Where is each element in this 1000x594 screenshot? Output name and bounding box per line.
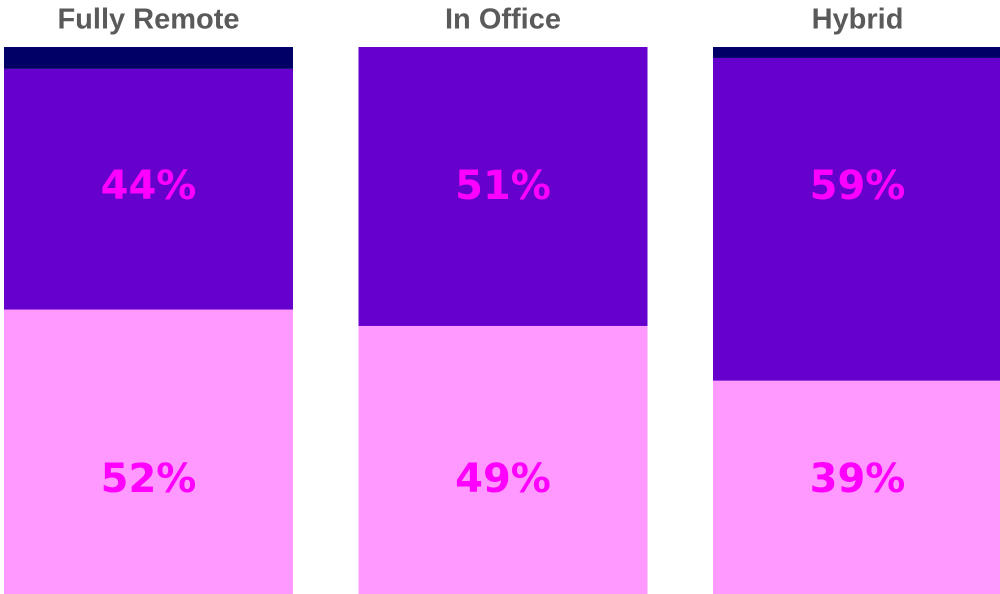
bar-segment: [713, 47, 1000, 58]
value-label: 52%: [101, 456, 197, 502]
category-title: In Office: [445, 4, 561, 36]
value-label: 59%: [810, 163, 906, 209]
bar-segment: [358, 47, 648, 326]
bar-segment: [4, 47, 293, 69]
bar-segment: [713, 380, 1000, 594]
bar-segment: [4, 68, 293, 310]
value-label: 49%: [455, 456, 551, 502]
value-label: 51%: [455, 163, 551, 209]
bar-segment: [4, 309, 293, 594]
bar-segment: [713, 57, 1000, 381]
category-title: Hybrid: [812, 4, 904, 36]
category-title: Fully Remote: [57, 4, 239, 36]
bar-segment: [358, 325, 648, 594]
value-label: 44%: [101, 163, 197, 209]
value-label: 39%: [810, 456, 906, 502]
